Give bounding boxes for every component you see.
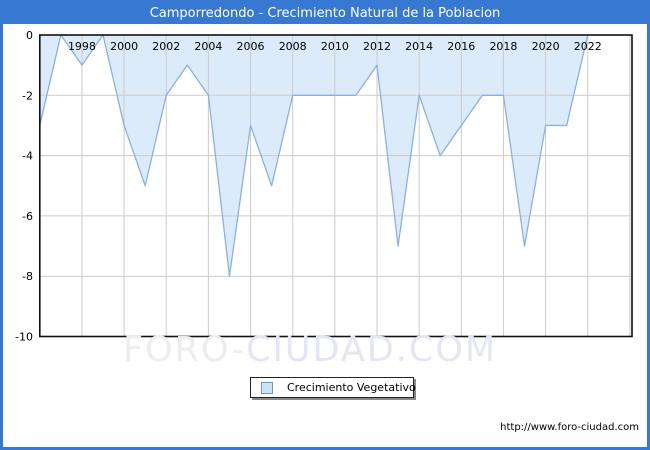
svg-text:-2: -2 bbox=[22, 89, 33, 102]
svg-text:2006: 2006 bbox=[237, 40, 265, 53]
svg-text:-6: -6 bbox=[22, 210, 33, 223]
series-line bbox=[39, 34, 589, 277]
svg-text:2022: 2022 bbox=[574, 40, 602, 53]
svg-text:2008: 2008 bbox=[279, 40, 307, 53]
svg-text:-10: -10 bbox=[15, 331, 33, 344]
svg-text:2002: 2002 bbox=[152, 40, 180, 53]
svg-text:-8: -8 bbox=[22, 270, 33, 283]
svg-text:2004: 2004 bbox=[194, 40, 222, 53]
svg-text:-4: -4 bbox=[22, 150, 33, 163]
legend-swatch-icon bbox=[261, 381, 273, 394]
footer-url: http://www.foro-ciudad.com bbox=[500, 422, 639, 433]
svg-text:2012: 2012 bbox=[363, 40, 391, 53]
x-axis-labels: 1998 2000 2002 2004 2006 2008 2010 2012 2014 2016… bbox=[68, 40, 602, 53]
chart-title-bar: Camporredondo - Crecimiento Natural de l… bbox=[3, 3, 647, 24]
area-chart: 0 -2 -4 -6 -8 -10 1998 2000 2002 2004 2006 2008 2010… bbox=[15, 29, 633, 344]
svg-text:2018: 2018 bbox=[489, 40, 517, 53]
watermark-part1: FORO- bbox=[123, 330, 247, 370]
gridlines bbox=[39, 35, 632, 337]
svg-text:2000: 2000 bbox=[110, 40, 138, 53]
svg-text:2020: 2020 bbox=[532, 40, 560, 53]
plot-border bbox=[38, 34, 633, 338]
svg-text:2010: 2010 bbox=[321, 40, 349, 53]
svg-text:2014: 2014 bbox=[405, 40, 433, 53]
watermark: FORO-CIUDAD.COM bbox=[123, 333, 497, 368]
svg-text:1998: 1998 bbox=[68, 40, 96, 53]
watermark-part2: CIUDAD.COM bbox=[246, 330, 498, 370]
svg-text:2016: 2016 bbox=[447, 40, 475, 53]
legend-label: Crecimiento Vegetativo bbox=[287, 381, 416, 394]
y-axis-labels: 0 -2 -4 -6 -8 -10 bbox=[15, 29, 33, 344]
legend-box: Crecimiento Vegetativo bbox=[250, 377, 416, 398]
svg-text:0: 0 bbox=[26, 29, 33, 42]
